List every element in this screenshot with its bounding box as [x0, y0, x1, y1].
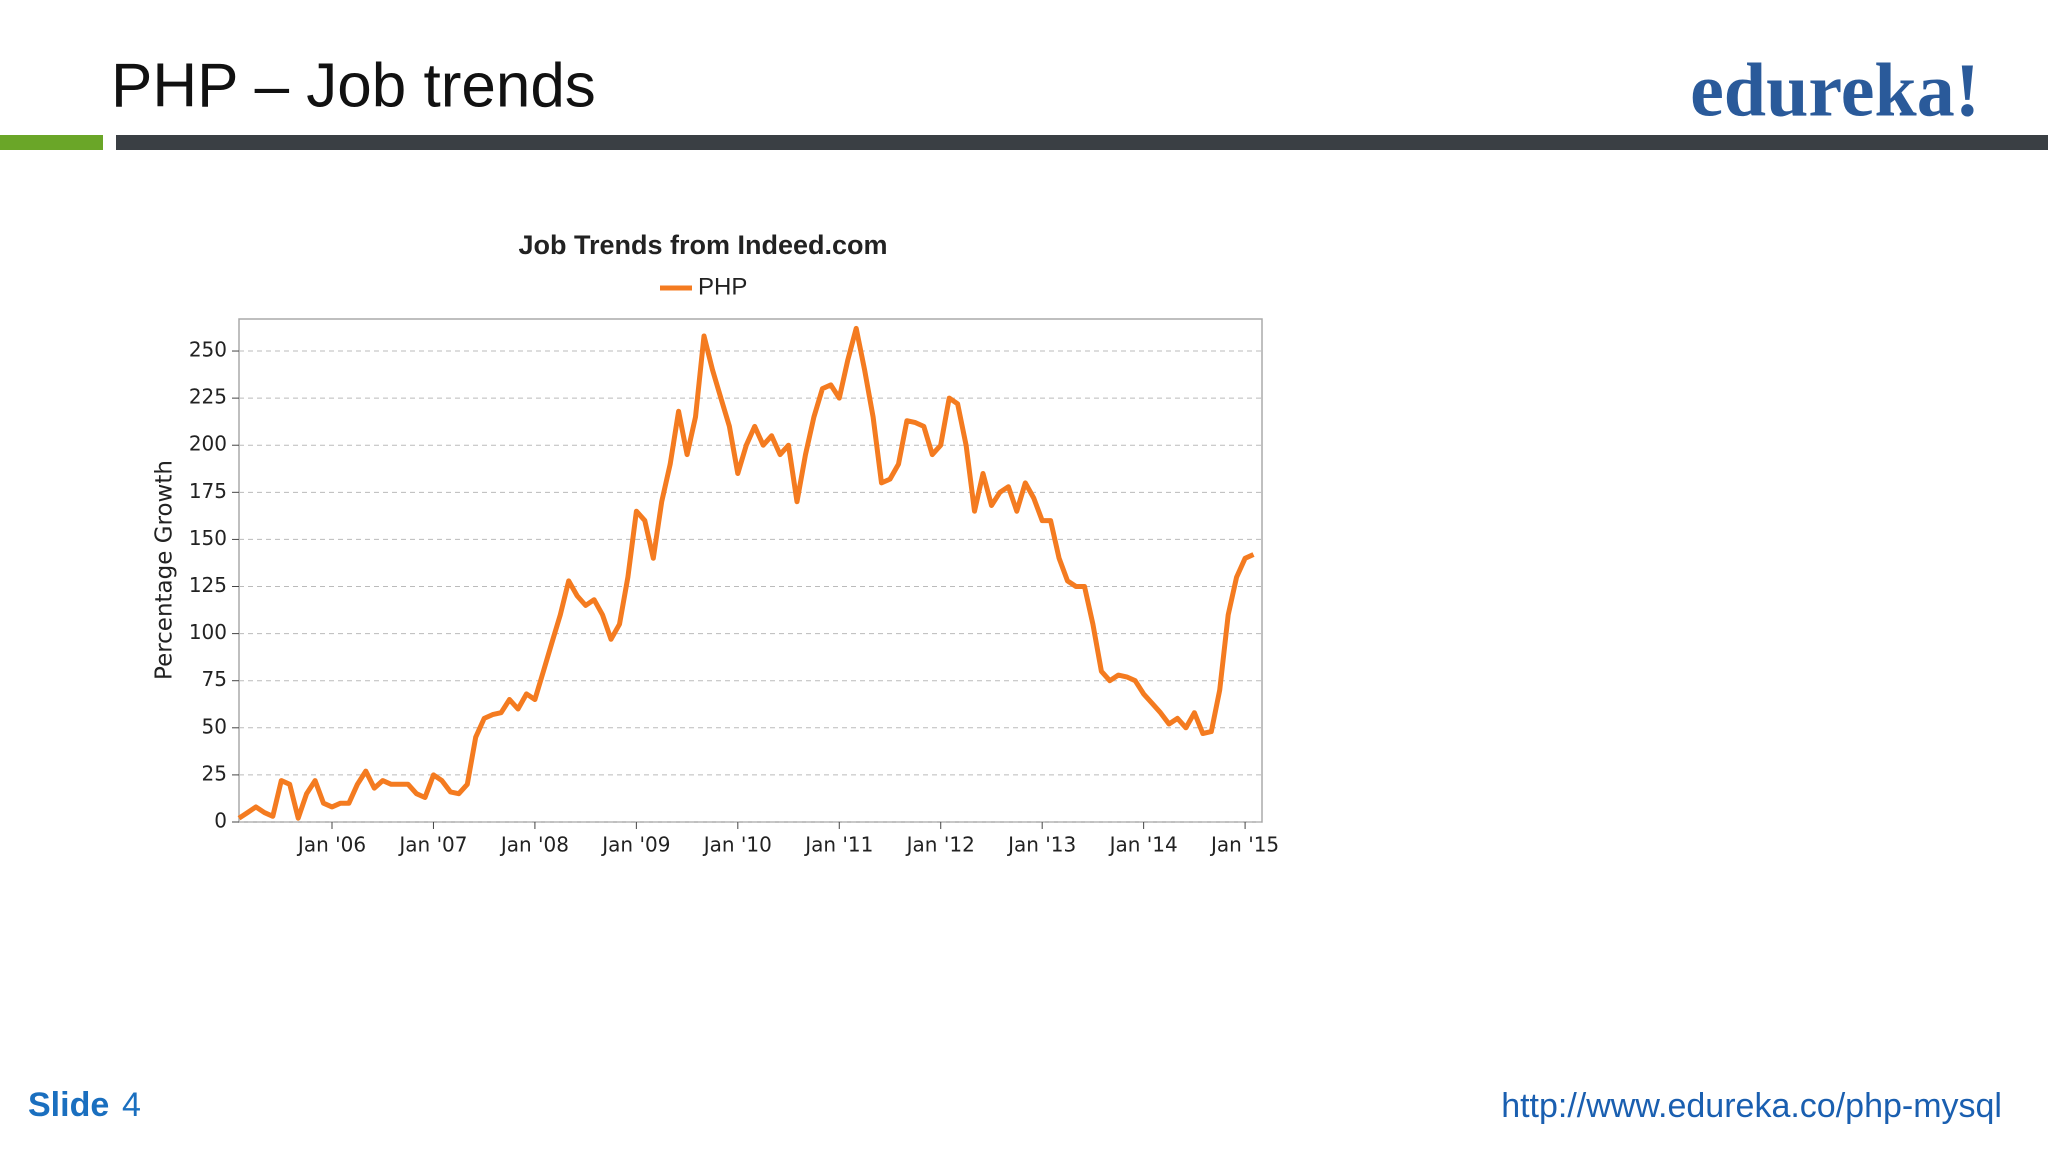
x-tick-label: Jan '14: [1108, 833, 1178, 857]
y-tick-label: 225: [189, 385, 227, 409]
chart-title: Job Trends from Indeed.com: [518, 230, 887, 260]
legend-label: PHP: [698, 273, 747, 300]
x-tick-label: Jan '10: [702, 833, 772, 857]
y-tick-label: 0: [214, 809, 227, 833]
x-tick-label: Jan '09: [600, 833, 670, 857]
x-tick-label: Jan '15: [1209, 833, 1279, 857]
plot-area: [238, 318, 1263, 823]
y-axis-label: Percentage Growth: [152, 460, 178, 680]
y-tick-label: 150: [189, 526, 227, 550]
y-tick-label: 100: [189, 620, 227, 644]
y-tick-label: 25: [202, 761, 227, 785]
y-tick-label: 200: [189, 432, 227, 456]
header-bar: [116, 135, 2048, 150]
y-tick-label: 75: [202, 667, 227, 691]
slide-title: PHP – Job trends: [111, 51, 596, 120]
data-line: [237, 325, 1255, 821]
accent-bar: [0, 135, 103, 150]
x-tick-label: Jan '12: [905, 833, 975, 857]
x-tick-label: Jan '07: [397, 833, 467, 857]
chart: 0 25 50 75 100 125 150 175 200 225 250 Jan '06 Jan '…: [189, 273, 1279, 856]
x-tick-label: Jan '06: [296, 833, 366, 857]
x-tick-label: Jan '13: [1006, 833, 1076, 857]
x-tick-label: Jan '08: [499, 833, 569, 857]
y-tick-label: 125: [189, 573, 227, 597]
x-tick-label: Jan '11: [803, 833, 873, 857]
url: http://www.edureka.co/php-mysql: [1501, 1087, 2002, 1125]
y-tick-label: 50: [202, 714, 227, 738]
slide-label: Slide: [28, 1086, 109, 1124]
y-tick-label: 250: [189, 338, 227, 362]
slide-number: 4: [122, 1086, 141, 1124]
logo: edureka!: [1690, 48, 1980, 132]
y-tick-label: 175: [189, 479, 227, 503]
